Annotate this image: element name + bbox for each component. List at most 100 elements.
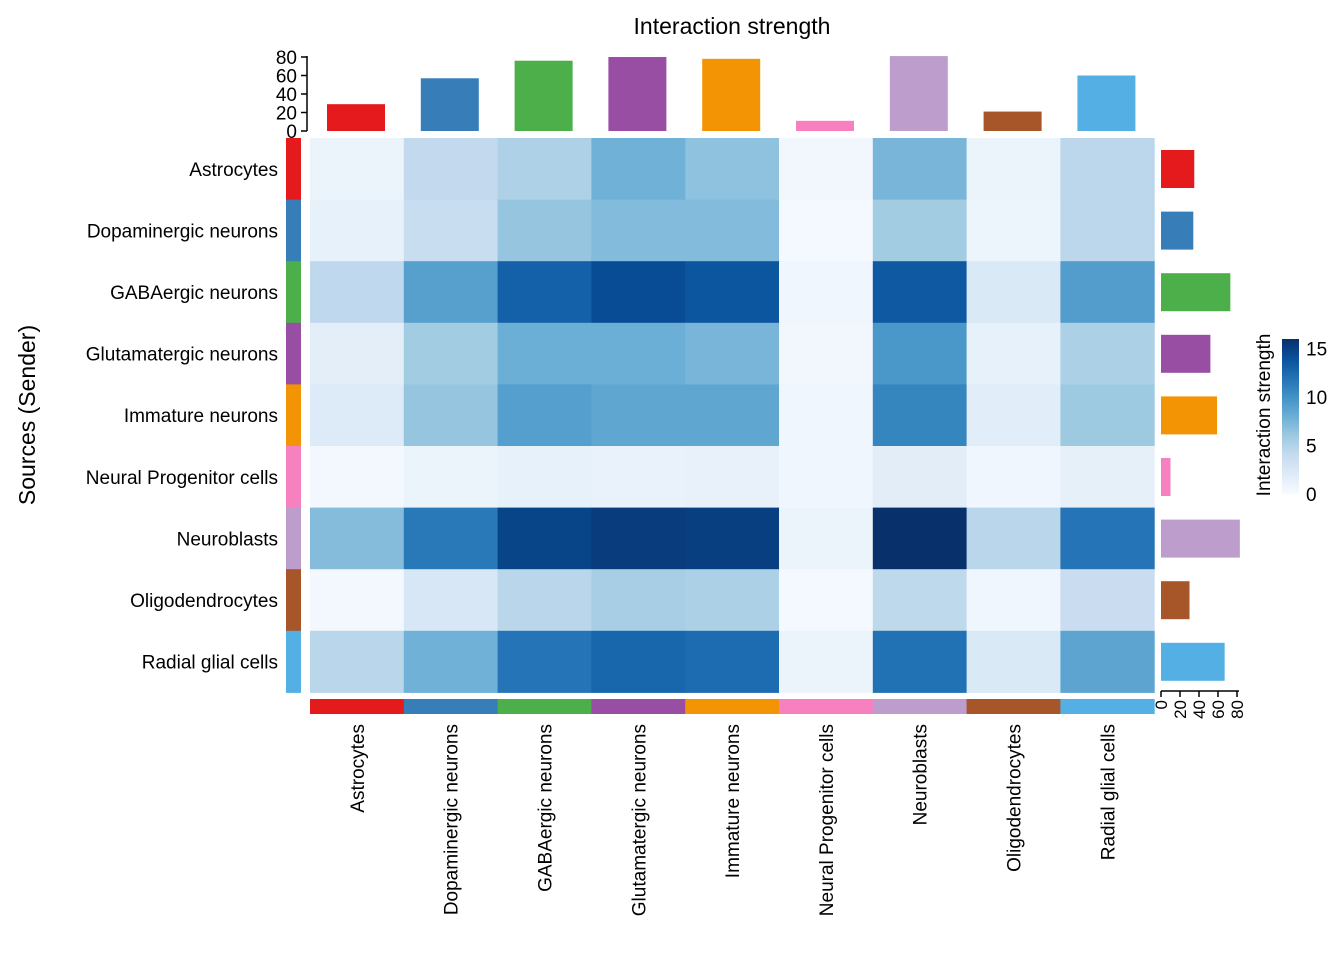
heatmap-cell-gabaergic-neurons-to-neuroblasts	[872, 261, 968, 324]
row-annotation-astrocytes	[286, 138, 301, 201]
heatmap-cell-neuroblasts-to-radial-glial-cells	[1060, 507, 1155, 570]
heatmap-cell-gabaergic-neurons-to-radial-glial-cells	[1060, 261, 1155, 324]
heatmap-cell-immature-neurons-to-glutamatergic-neurons	[591, 384, 686, 447]
heatmap-cell-neuroblasts-to-oligodendrocytes	[966, 507, 1061, 570]
heatmap-cell-gabaergic-neurons-to-dopaminergic-neurons	[403, 261, 499, 324]
right-bar-neuroblasts	[1161, 519, 1240, 558]
heatmap-cell-glutamatergic-neurons-to-dopaminergic-neurons	[403, 322, 499, 385]
right-bar-astrocytes	[1161, 150, 1195, 188]
heatmap-cell-oligodendrocytes-to-neural-progenitor-cells	[779, 569, 874, 632]
heatmap-cell-oligodendrocytes-to-glutamatergic-neurons	[591, 569, 686, 632]
heatmap-cell-glutamatergic-neurons-to-radial-glial-cells	[1060, 322, 1155, 385]
row-label-neuroblasts: Neuroblasts	[177, 529, 278, 550]
top-bar-axis-tick-label: 40	[276, 85, 297, 106]
top-bar-oligodendrocytes	[983, 111, 1042, 131]
row-annotation-glutamatergic-neurons	[286, 322, 301, 385]
heatmap-cell-oligodendrocytes-to-oligodendrocytes	[966, 569, 1061, 632]
column-label-radial-glial-cells: Radial glial cells	[1098, 724, 1119, 860]
colorbar-tick-label: 5	[1306, 437, 1317, 458]
heatmap-cell-astrocytes-to-immature-neurons	[685, 138, 780, 201]
right-bar-axis-tick-label: 60	[1209, 700, 1228, 719]
heatmap-cell-gabaergic-neurons-to-gabaergic-neurons	[497, 261, 592, 324]
heatmap-cell-astrocytes-to-oligodendrocytes	[966, 138, 1061, 201]
row-label-oligodendrocytes: Oligodendrocytes	[130, 591, 278, 612]
heatmap-cell-radial-glial-cells-to-glutamatergic-neurons	[591, 630, 686, 693]
heatmap-cell-dopaminergic-neurons-to-astrocytes	[310, 199, 405, 262]
top-bar-neural-progenitor-cells	[796, 120, 854, 131]
heatmap-cell-radial-glial-cells-to-neuroblasts	[872, 630, 968, 693]
heatmap-cell-radial-glial-cells-to-radial-glial-cells	[1060, 630, 1155, 693]
right-bar-axis-tick-label: 80	[1228, 700, 1247, 719]
colorbar	[1282, 339, 1299, 494]
heatmap-cell-neuroblasts-to-astrocytes	[310, 507, 405, 570]
heatmap-cell-gabaergic-neurons-to-immature-neurons	[685, 261, 780, 324]
heatmap-cell-radial-glial-cells-to-neural-progenitor-cells	[779, 630, 874, 693]
heatmap-cell-immature-neurons-to-dopaminergic-neurons	[403, 384, 499, 447]
heatmap-cell-immature-neurons-to-radial-glial-cells	[1060, 384, 1155, 447]
column-annotation-glutamatergic-neurons	[591, 699, 686, 714]
heatmap-cell-glutamatergic-neurons-to-gabaergic-neurons	[497, 322, 592, 385]
heatmap-cell-dopaminergic-neurons-to-radial-glial-cells	[1060, 199, 1155, 262]
row-label-astrocytes: Astrocytes	[189, 160, 278, 181]
right-bar-axis-tick-label: 0	[1152, 700, 1171, 709]
heatmap-cell-immature-neurons-to-gabaergic-neurons	[497, 384, 592, 447]
column-label-neuroblasts: Neuroblasts	[911, 724, 932, 825]
column-label-astrocytes: Astrocytes	[348, 724, 369, 813]
top-bar-glutamatergic-neurons	[608, 57, 667, 131]
heatmap-cell-neural-progenitor-cells-to-gabaergic-neurons	[497, 446, 592, 509]
top-bar-immature-neurons	[702, 58, 761, 131]
row-annotation-immature-neurons	[286, 384, 301, 447]
heatmap-cell-neural-progenitor-cells-to-neural-progenitor-cells	[779, 446, 874, 509]
heatmap-cell-neuroblasts-to-neuroblasts	[872, 507, 968, 570]
column-annotation-gabaergic-neurons	[497, 699, 592, 714]
colorbar-tick-label: 15	[1306, 340, 1327, 361]
top-bar-astrocytes	[327, 104, 385, 131]
top-bar-axis-tick-label: 80	[276, 48, 297, 69]
heatmap-cell-astrocytes-to-dopaminergic-neurons	[403, 138, 499, 201]
heatmap-cell-neural-progenitor-cells-to-dopaminergic-neurons	[403, 446, 499, 509]
row-annotation-neural-progenitor-cells	[286, 446, 301, 509]
chart-title: Interaction strength	[634, 13, 831, 39]
heatmap-cell-immature-neurons-to-immature-neurons	[685, 384, 780, 447]
heatmap-cell-oligodendrocytes-to-astrocytes	[310, 569, 405, 632]
row-label-gabaergic-neurons: GABAergic neurons	[110, 283, 278, 304]
row-annotation-oligodendrocytes	[286, 569, 301, 632]
top-bar-axis-tick-label: 0	[286, 122, 297, 143]
heatmap-cell-immature-neurons-to-neural-progenitor-cells	[779, 384, 874, 447]
heatmap-cell-immature-neurons-to-oligodendrocytes	[966, 384, 1061, 447]
row-label-dopaminergic-neurons: Dopaminergic neurons	[87, 221, 278, 242]
heatmap-cell-dopaminergic-neurons-to-immature-neurons	[685, 199, 780, 262]
column-annotation-neural-progenitor-cells	[779, 699, 874, 714]
y-axis-label: Sources (Sender)	[14, 325, 40, 505]
heatmap-cell-glutamatergic-neurons-to-neuroblasts	[872, 322, 968, 385]
row-annotation-radial-glial-cells	[286, 630, 301, 693]
heatmap-cell-gabaergic-neurons-to-glutamatergic-neurons	[591, 261, 686, 324]
heatmap-cell-dopaminergic-neurons-to-glutamatergic-neurons	[591, 199, 686, 262]
heatmap-cell-immature-neurons-to-astrocytes	[310, 384, 405, 447]
column-annotation-radial-glial-cells	[1060, 699, 1155, 714]
column-label-oligodendrocytes: Oligodendrocytes	[1005, 724, 1026, 872]
right-bar-axis-tick-label: 40	[1190, 700, 1209, 719]
heatmap-cell-dopaminergic-neurons-to-gabaergic-neurons	[497, 199, 592, 262]
heatmap-cell-oligodendrocytes-to-neuroblasts	[872, 569, 968, 632]
top-bar-axis-tick-label: 20	[276, 104, 297, 125]
heatmap-cell-gabaergic-neurons-to-astrocytes	[310, 261, 405, 324]
right-bar-neural-progenitor-cells	[1161, 458, 1171, 496]
column-annotation-astrocytes	[310, 699, 405, 714]
heatmap-cell-dopaminergic-neurons-to-neural-progenitor-cells	[779, 199, 874, 262]
right-bar-axis-tick-label: 20	[1171, 700, 1190, 719]
heatmap-cell-astrocytes-to-glutamatergic-neurons	[591, 138, 686, 201]
column-label-immature-neurons: Immature neurons	[723, 724, 744, 878]
heatmap-cell-astrocytes-to-gabaergic-neurons	[497, 138, 592, 201]
colorbar-tick-label: 10	[1306, 388, 1327, 409]
heatmap-cell-immature-neurons-to-neuroblasts	[872, 384, 968, 447]
heatmap-cell-glutamatergic-neurons-to-glutamatergic-neurons	[591, 322, 686, 385]
right-bar-immature-neurons	[1161, 396, 1218, 435]
right-bar-oligodendrocytes	[1161, 581, 1190, 620]
column-label-neural-progenitor-cells: Neural Progenitor cells	[817, 724, 838, 916]
heatmap-cell-dopaminergic-neurons-to-dopaminergic-neurons	[403, 199, 499, 262]
heatmap-cell-radial-glial-cells-to-astrocytes	[310, 630, 405, 693]
row-label-radial-glial-cells: Radial glial cells	[142, 653, 278, 674]
heatmap-cell-glutamatergic-neurons-to-neural-progenitor-cells	[779, 322, 874, 385]
